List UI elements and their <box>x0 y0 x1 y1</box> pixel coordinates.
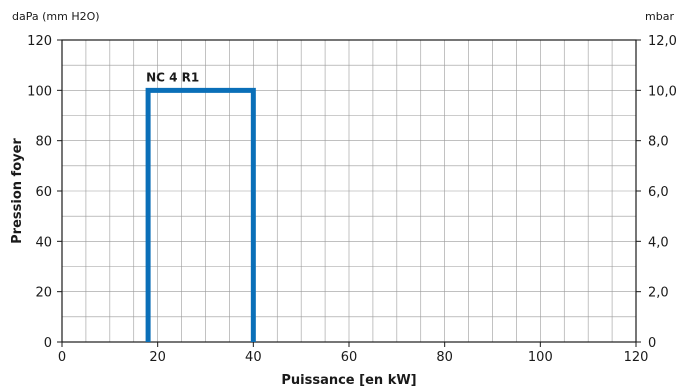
y-tick-label-left: 20 <box>35 286 52 301</box>
x-tick-label: 100 <box>528 350 553 365</box>
x-tick-label: 0 <box>58 350 66 365</box>
x-tick-label: 40 <box>245 350 262 365</box>
y-tick-label-right: 0 <box>648 336 656 351</box>
series-label: NC 4 R1 <box>146 70 199 84</box>
x-axis-title: Puissance [en kW] <box>281 373 416 388</box>
y-tick-label-right: 10,0 <box>648 84 677 99</box>
y-tick-label-left: 40 <box>35 235 52 250</box>
right-axis-unit: mbar <box>645 10 674 23</box>
y-axis-title: Pression foyer <box>10 138 25 244</box>
x-tick-label: 20 <box>149 350 166 365</box>
x-tick-label: 80 <box>436 350 453 365</box>
y-tick-label-left: 60 <box>35 185 52 200</box>
x-tick-label: 60 <box>341 350 358 365</box>
series: NC 4 R1 <box>145 70 256 342</box>
y-tick-label-right: 4,0 <box>648 235 669 250</box>
left-axis-unit: daPa (mm H2O) <box>12 10 100 23</box>
y-tick-label-left: 120 <box>27 34 52 49</box>
y-tick-label-right: 8,0 <box>648 135 669 150</box>
y-tick-label-left: 100 <box>27 84 52 99</box>
series-line <box>145 87 256 342</box>
y-tick-label-left: 0 <box>44 336 52 351</box>
ticks: 0 20 40 60 80 100 12002040608010012002,04,06,0… <box>27 34 677 365</box>
y-tick-label-right: 12,0 <box>648 34 677 49</box>
y-tick-label-right: 6,0 <box>648 185 669 200</box>
y-tick-label-right: 2,0 <box>648 286 669 301</box>
x-tick-label: 120 <box>624 350 649 365</box>
y-tick-label-left: 80 <box>35 135 52 150</box>
